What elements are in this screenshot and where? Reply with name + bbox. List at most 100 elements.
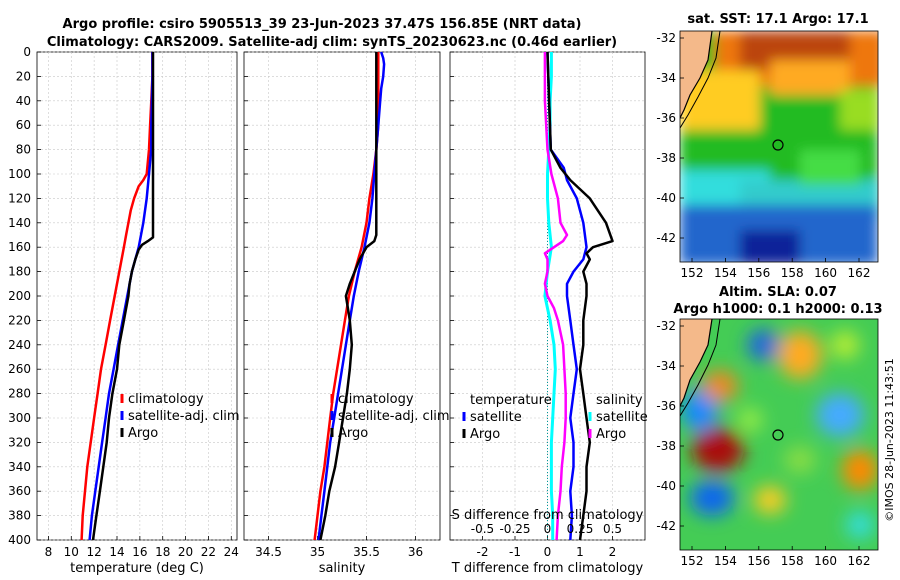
depth-tick-label: 0 — [23, 45, 31, 59]
sst-map-axes: -32 -34 -36 -38 -40 -42 152 154 156 158 160 162 — [656, 31, 870, 280]
depth-tick-label: 360 — [8, 484, 31, 498]
x-tick-label: -2 — [477, 545, 489, 559]
depth-tick-label: 100 — [8, 167, 31, 181]
figure-title-line1: Argo profile: csiro 5905513_39 23-Jun-20… — [63, 17, 582, 32]
legend-label: Argo — [338, 426, 368, 441]
series-line-salinity-argo — [543, 52, 569, 541]
map-lat-label: -32 — [656, 319, 676, 333]
temperature-panel: 8 10 12 14 16 18 20 22 24 temperature (deg C) clim… — [36, 51, 240, 576]
depth-tick-label: 160 — [8, 240, 31, 254]
x-tick-label: 35.5 — [353, 545, 380, 559]
depth-tick-label: 400 — [8, 533, 31, 547]
series-line-argo — [319, 52, 378, 541]
x-tick-label: 1 — [576, 545, 584, 559]
map-lon-label: 154 — [714, 266, 737, 280]
map-lat-label: -42 — [656, 519, 676, 533]
map-lon-label: 160 — [814, 266, 837, 280]
x-tick-label: 0 — [544, 545, 552, 559]
map-lon-label: 158 — [781, 266, 804, 280]
depth-tick-label: 380 — [8, 509, 31, 523]
x-tick-label: 24 — [224, 545, 239, 559]
map-lon-label: 158 — [781, 554, 804, 568]
map-lon-label: 154 — [714, 554, 737, 568]
legend-label: satellite-adj. clim — [128, 409, 240, 424]
argo-position-marker-sst — [772, 139, 784, 151]
x-tick-label: 18 — [155, 545, 170, 559]
map-lat-label: -32 — [656, 31, 676, 45]
sst-map-title: sat. SST: 17.1 Argo: 17.1 — [687, 12, 868, 27]
series-line-satellite — [317, 51, 386, 541]
x-tick-label: 2 — [609, 545, 617, 559]
depth-tick-label: 40 — [16, 94, 31, 108]
series-line-argo — [91, 52, 155, 541]
s-tick-label: 0.25 — [567, 522, 594, 536]
map-lon-label: 162 — [848, 266, 871, 280]
timestamp-watermark: ©IMOS 28-Jun-2023 11:43:51 — [883, 358, 896, 522]
salinity-panel: 34.5 35 35.5 36 salinity climatology satellite… — [243, 51, 450, 576]
x-axis-label: temperature (deg C) — [70, 561, 204, 576]
map-lat-label: -42 — [656, 231, 676, 245]
map-lat-label: -36 — [656, 111, 676, 125]
sst-map: sat. SST: 17.1 Argo: 17.1 -32 -34 -36 -38 -4… — [656, 12, 879, 280]
sla-map-axes: -32 -34 -36 -38 -40 -42 152 154 156 158 160 162 — [656, 319, 870, 568]
x-tick-label: 16 — [132, 545, 147, 559]
map-lat-label: -40 — [656, 479, 676, 493]
x-tick-label: 10 — [64, 545, 79, 559]
x-tick-label: -1 — [509, 545, 521, 559]
x-tick-label: 8 — [45, 545, 53, 559]
map-lat-label: -36 — [656, 399, 676, 413]
x-tick-label: 20 — [178, 545, 193, 559]
legend-title-salinity: salinity — [596, 393, 643, 408]
legend-label: climatology — [128, 392, 204, 407]
s-tick-label: 0 — [544, 522, 552, 536]
depth-tick-label: 280 — [8, 387, 31, 401]
s-axis-label: S difference from climatology — [452, 508, 644, 523]
depth-tick-label: 200 — [8, 289, 31, 303]
s-tick-label: -0.25 — [499, 522, 530, 536]
sla-map-title-line2: Argo h1000: 0.1 h2000: 0.13 — [673, 302, 882, 317]
map-lat-label: -34 — [656, 359, 676, 373]
depth-tick-label: 60 — [16, 118, 31, 132]
argo-position-marker-sla — [772, 429, 784, 441]
sla-map-title-line1: Altim. SLA: 0.07 — [719, 285, 837, 300]
map-lon-label: 152 — [681, 266, 704, 280]
map-lat-label: -38 — [656, 439, 676, 453]
map-lon-label: 152 — [681, 554, 704, 568]
map-lat-label: -38 — [656, 151, 676, 165]
legend-label: satellite-adj. clim — [338, 409, 450, 424]
depth-tick-label: 20 — [16, 69, 31, 83]
map-lon-label: 160 — [814, 554, 837, 568]
x-tick-label: 12 — [87, 545, 102, 559]
legend-label: Argo — [596, 427, 626, 442]
depth-tick-label: 140 — [8, 216, 31, 230]
depth-tick-label: 260 — [8, 362, 31, 376]
x-tick-label: 35 — [310, 545, 325, 559]
s-tick-label: -0.5 — [471, 522, 494, 536]
depth-tick-label: 320 — [8, 435, 31, 449]
map-lat-label: -34 — [656, 71, 676, 85]
depth-tick-label: 120 — [8, 191, 31, 205]
map-lon-label: 162 — [848, 554, 871, 568]
map-lon-label: 156 — [747, 554, 770, 568]
legend-label: satellite — [470, 410, 522, 425]
series-line-temp-argo — [546, 51, 614, 541]
legend-label: Argo — [470, 427, 500, 442]
s-tick-label: 0.5 — [603, 522, 622, 536]
series-line-climatology — [80, 52, 154, 541]
depth-tick-label: 240 — [8, 338, 31, 352]
legend-label: climatology — [338, 392, 414, 407]
depth-tick-label: 80 — [16, 143, 31, 157]
sla-map: Altim. SLA: 0.07 Argo h1000: 0.1 h2000: … — [656, 285, 882, 568]
legend-title-temperature: temperature — [470, 393, 552, 408]
x-axis-label: T difference from climatology — [451, 561, 644, 576]
map-lat-label: -40 — [656, 191, 676, 205]
x-tick-label: 22 — [201, 545, 216, 559]
legend-label: Argo — [128, 426, 158, 441]
figure-title-line2: Climatology: CARS2009. Satellite-adj cli… — [47, 35, 617, 50]
depth-tick-label: 220 — [8, 313, 31, 327]
depth-tick-label: 340 — [8, 460, 31, 474]
legend-label: satellite — [596, 410, 648, 425]
depth-axis: 0 20 40 60 80 100 120 140 160 180 200 220 240 260 280 3… — [8, 45, 31, 547]
x-axis-label: salinity — [319, 561, 366, 576]
